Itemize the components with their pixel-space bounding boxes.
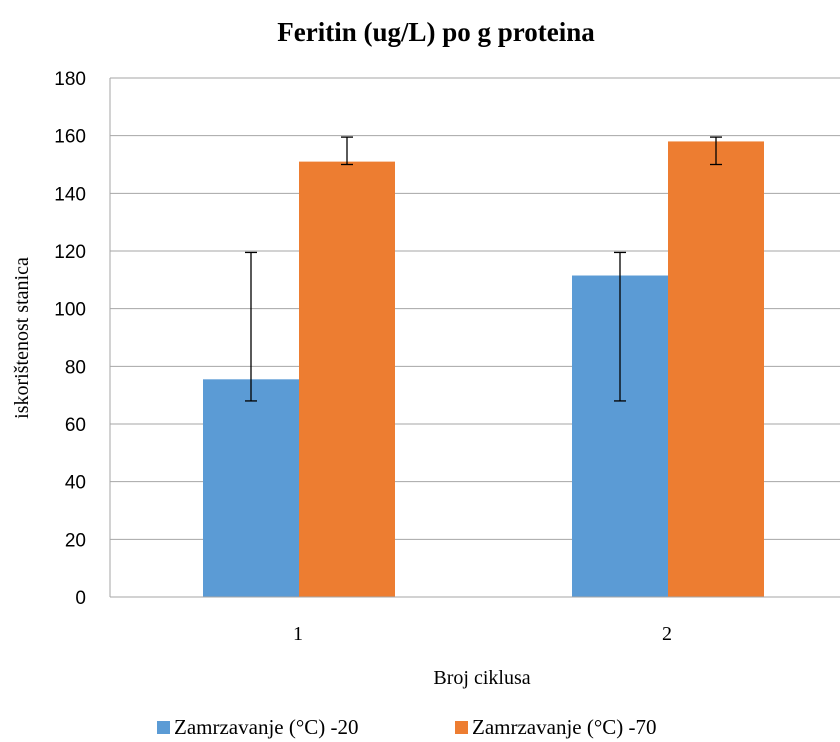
y-tick-label: 60: [65, 415, 86, 436]
y-tick-label: 20: [65, 530, 86, 551]
x-tick-label: 2: [662, 623, 672, 645]
y-tick-label: 140: [54, 184, 86, 205]
axes: 0 20 40 60 80 100 120 140 160 180 1 2: [54, 69, 840, 645]
x-tick-label: 1: [293, 623, 303, 645]
y-tick-label: 180: [54, 69, 86, 90]
bar: [203, 379, 299, 597]
y-tick-label: 100: [54, 300, 86, 321]
y-axis-label: iskorištenost stanica: [11, 257, 33, 419]
bar: [668, 141, 764, 597]
y-tick-label: 160: [54, 127, 86, 148]
legend-swatch: [455, 721, 468, 734]
legend: Zamrzavanje (°C) -20 Zamrzavanje (°C) -70: [157, 715, 656, 739]
x-axis-label: Broj ciklusa: [433, 667, 530, 689]
chart-title: Feritin (ug/L) po g proteina: [277, 17, 595, 47]
legend-label: Zamrzavanje (°C) -20: [174, 715, 358, 739]
bar: [299, 161, 395, 597]
bars: [203, 141, 764, 597]
y-tick-label: 120: [54, 242, 86, 263]
y-tick-label: 80: [65, 357, 86, 378]
legend-swatch: [157, 721, 170, 734]
y-tick-label: 40: [65, 473, 86, 494]
y-tick-label: 0: [75, 588, 86, 609]
error-bars: [245, 136, 722, 402]
legend-label: Zamrzavanje (°C) -70: [472, 715, 656, 739]
